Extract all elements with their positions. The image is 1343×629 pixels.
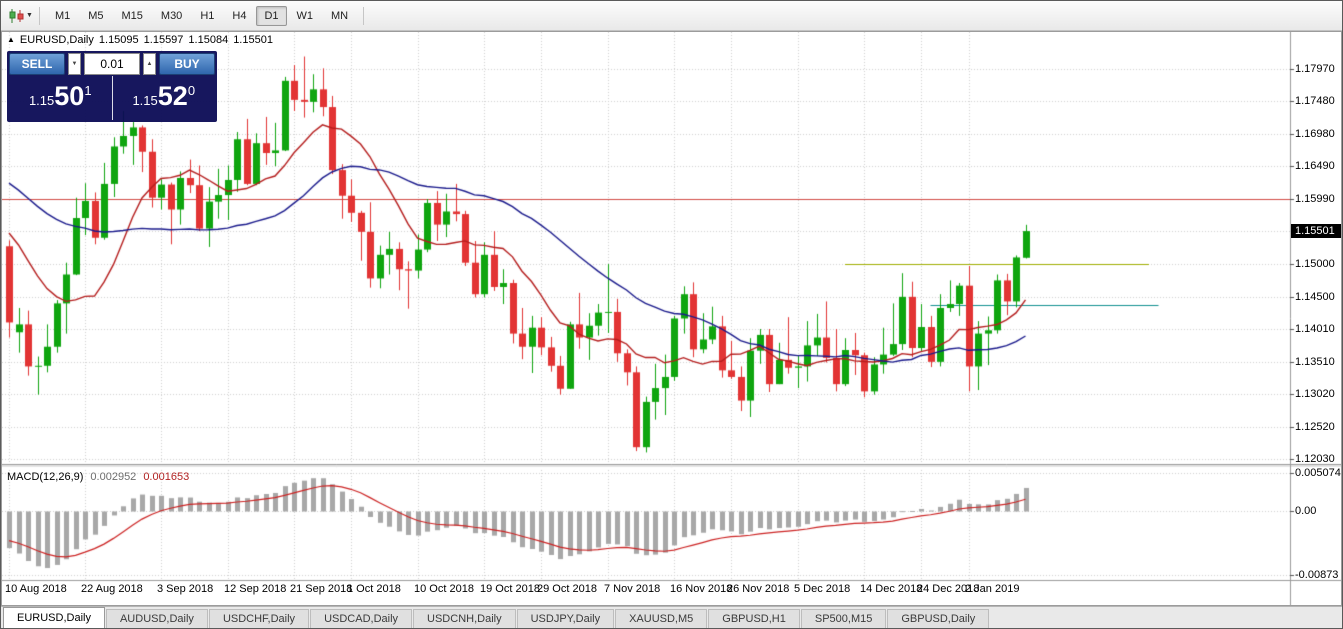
timeframe-button-m15[interactable]: M15 bbox=[121, 9, 143, 22]
ask-big-digits: 52 bbox=[157, 81, 188, 111]
timeframe-button-m5[interactable]: M5 bbox=[88, 9, 104, 22]
chart-title: ▲ EURUSD,Daily 1.15095 1.15597 1.15084 1… bbox=[7, 34, 273, 46]
current-price-label: 1.15501 bbox=[1291, 224, 1341, 239]
volume-input[interactable] bbox=[84, 53, 140, 75]
one-click-controls: SELL ▼ ▲ BUY bbox=[9, 53, 215, 75]
volume-increase-button[interactable]: ▲ bbox=[143, 53, 156, 75]
chart-tab-usdcnh-daily[interactable]: USDCNH,Daily bbox=[413, 609, 516, 628]
bid-pip-digit: 1 bbox=[84, 83, 92, 98]
timeframe-button-m30[interactable]: M30 bbox=[160, 9, 183, 22]
bid-big-digits: 50 bbox=[54, 81, 85, 111]
price-chart-canvas[interactable] bbox=[2, 32, 1341, 605]
toolbar-separator bbox=[38, 6, 40, 25]
toolbar: ▼ M1 M5 M15 M30 H1 H4 D1 W1 MN bbox=[1, 1, 1342, 31]
timeframe-button-d1[interactable]: D1 bbox=[256, 5, 287, 26]
chart-tab-bar: EURUSD,Daily AUDUSD,Daily USDCHF,Daily USDC… bbox=[1, 606, 1342, 628]
one-click-toggle-icon[interactable]: ▲ bbox=[7, 35, 15, 44]
macd-main-value: 0.002952 bbox=[90, 471, 137, 483]
toolbar-separator bbox=[363, 6, 365, 25]
timeframe-button-w1[interactable]: W1 bbox=[296, 9, 314, 22]
chart-tab-sp500-m15[interactable]: SP500,M15 bbox=[800, 609, 887, 628]
chart-tab-audusd-daily[interactable]: AUDUSD,Daily bbox=[105, 609, 208, 628]
ask-pip-digit: 0 bbox=[187, 83, 196, 98]
sell-button[interactable]: SELL bbox=[9, 53, 65, 75]
timeframe-button-mn[interactable]: MN bbox=[331, 9, 349, 22]
ohlc-open: 1.15095 bbox=[98, 34, 139, 46]
chart-window: ▲ EURUSD,Daily 1.15095 1.15597 1.15084 1… bbox=[1, 31, 1342, 606]
chart-type-icon[interactable] bbox=[7, 8, 25, 24]
chart-type-dropdown-icon[interactable]: ▼ bbox=[26, 12, 33, 19]
macd-indicator-label: MACD(12,26,9) 0.002952 0.001653 bbox=[7, 471, 189, 483]
chart-tab-usdjpy-daily[interactable]: USDJPY,Daily bbox=[516, 609, 615, 628]
buy-button[interactable]: BUY bbox=[159, 53, 215, 75]
chart-tab-eurusd-daily[interactable]: EURUSD,Daily bbox=[3, 607, 105, 628]
timeframe-button-h4[interactable]: H4 bbox=[232, 9, 247, 22]
volume-decrease-button[interactable]: ▼ bbox=[68, 53, 81, 75]
ohlc-low: 1.15084 bbox=[188, 34, 229, 46]
chart-tab-usdchf-daily[interactable]: USDCHF,Daily bbox=[208, 609, 310, 628]
ohlc-high: 1.15597 bbox=[143, 34, 184, 46]
bid-price[interactable]: 1.15 50 1 bbox=[9, 76, 112, 120]
ask-price[interactable]: 1.15 52 0 bbox=[111, 76, 216, 120]
ohlc-close: 1.15501 bbox=[233, 34, 273, 46]
bid-prefix: 1.15 bbox=[28, 93, 55, 108]
timeframe-toolbar: M1 M5 M15 M30 H1 H4 D1 W1 MN bbox=[46, 5, 357, 26]
timeframe-button-h1[interactable]: H1 bbox=[200, 9, 215, 22]
chart-tab-xauusd-m5[interactable]: XAUUSD,M5 bbox=[615, 609, 708, 628]
one-click-trading-panel: SELL ▼ ▲ BUY 1.15 50 1 1.15 52 0 bbox=[7, 51, 217, 122]
bid-ask-display: 1.15 50 1 1.15 52 0 bbox=[9, 76, 215, 120]
chart-symbol-label: EURUSD,Daily bbox=[19, 34, 94, 46]
ask-prefix: 1.15 bbox=[132, 93, 158, 108]
chart-tab-gbpusd-h1[interactable]: GBPUSD,H1 bbox=[708, 609, 800, 628]
macd-name: MACD(12,26,9) bbox=[7, 471, 84, 483]
candlestick-icon-graphic bbox=[9, 8, 23, 23]
chart-tab-gbpusd-daily[interactable]: GBPUSD,Daily bbox=[887, 609, 990, 628]
timeframe-button-m1[interactable]: M1 bbox=[54, 9, 71, 22]
chart-tab-usdcad-daily[interactable]: USDCAD,Daily bbox=[310, 609, 413, 628]
macd-signal-value: 0.001653 bbox=[143, 471, 190, 483]
